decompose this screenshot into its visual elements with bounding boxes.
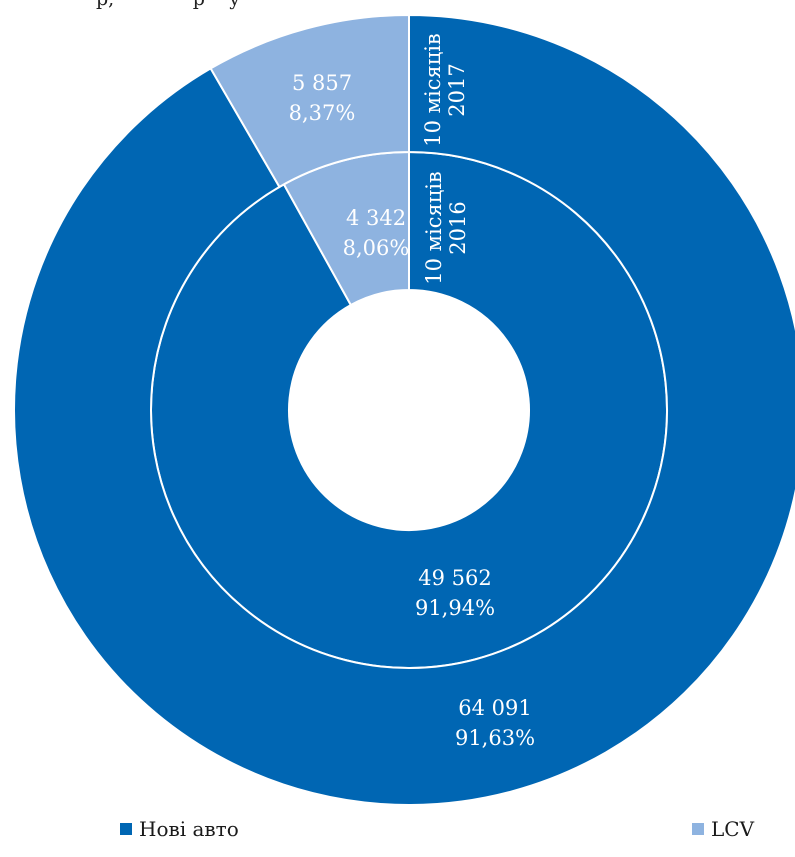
ring-2017-new-cars-percent-label: 91,63% [455, 726, 535, 750]
ring-2017-lcv-percent-label: 8,37% [289, 101, 356, 125]
legend-label-lcv: LCV [711, 817, 755, 841]
legend-label-new-cars: Нові авто [139, 817, 239, 841]
ring-2017-lcv-slice [209, 13, 410, 189]
ring-2017-new-cars-value-label: 64 091 [458, 696, 531, 720]
legend-item-lcv: LCV [692, 817, 754, 841]
ring-2016-name-label: 10 місяців2016 [422, 171, 470, 285]
ring-2017-name-label: 10 місяців2017 [421, 33, 469, 147]
ring-2017-lcv-value-label: 5 857 [292, 71, 352, 95]
ring-2016-lcv-value-label: 4 342 [346, 206, 406, 230]
ring-2017-new-cars-slice [13, 13, 795, 806]
ring-2016-lcv-percent-label: 8,06% [343, 236, 410, 260]
ring-2016-new-cars-percent-label: 91,94% [415, 596, 495, 620]
ring-2016-new-cars-value-label: 49 562 [418, 566, 491, 590]
legend-swatch-lcv [692, 823, 704, 835]
legend-item-new-cars: Нові авто [120, 817, 239, 841]
partial-header-text: р, р у [96, 0, 240, 10]
legend-swatch-new-cars [120, 823, 132, 835]
